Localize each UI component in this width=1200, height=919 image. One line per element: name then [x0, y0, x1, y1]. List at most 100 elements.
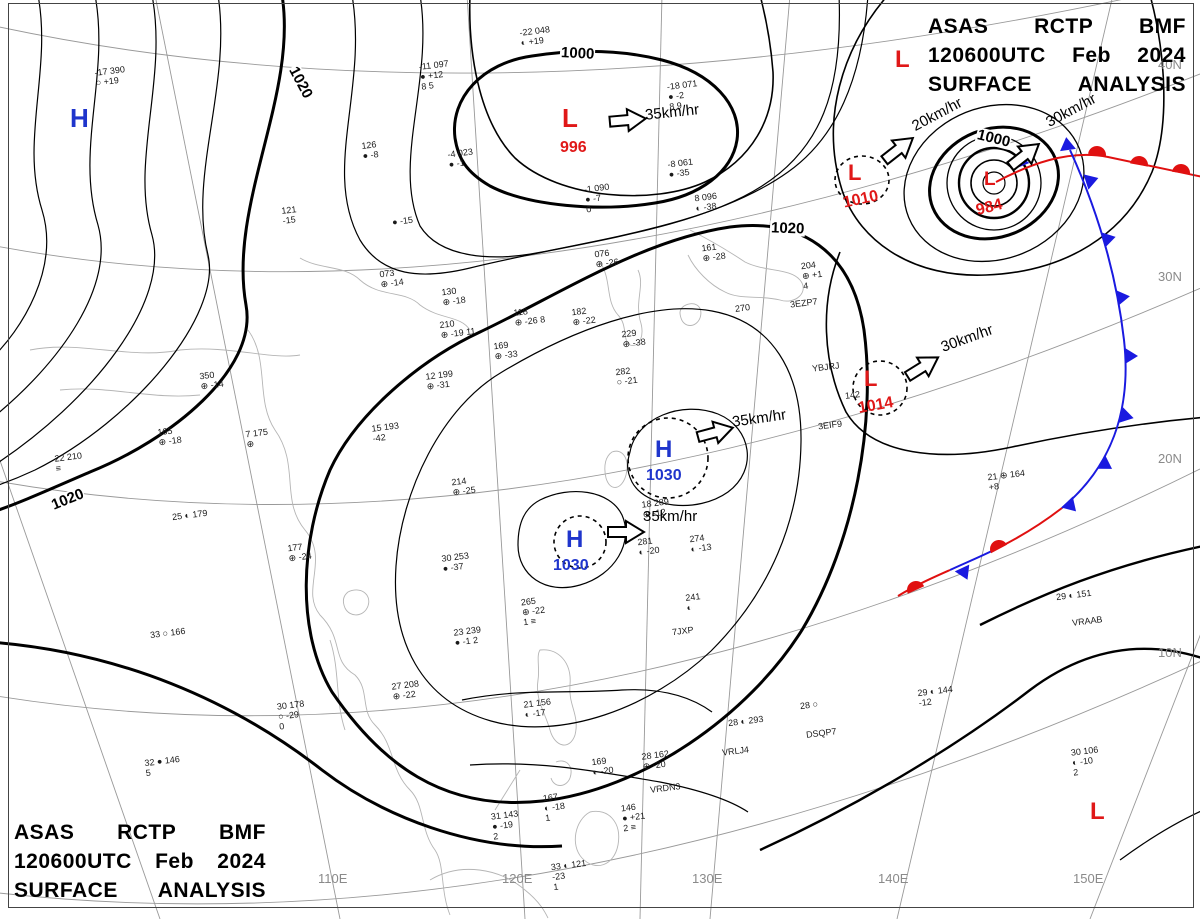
station-plot: 204 ⊕ +1 4	[800, 259, 823, 292]
isobar-lines	[0, 0, 1200, 861]
arrow-icon	[695, 420, 735, 445]
station-plot: 30 178 ○ -29 0	[276, 698, 305, 732]
pressure-center-low: L	[848, 160, 862, 185]
pressure-center-low: L	[562, 103, 578, 133]
station-plot: 33 ◐ 121 -23 1	[550, 857, 587, 893]
pressure-center-low: L	[895, 46, 910, 73]
title-word: 120600UTC	[928, 44, 1046, 67]
title-top-right-line-3: SURFACE ANALYSIS	[928, 70, 1186, 99]
pressure-center-value: 1030	[553, 557, 589, 574]
station-plot: 241 ◐	[684, 591, 701, 613]
arrow-icon	[607, 519, 646, 545]
station-plot: 7 175 ⊕	[244, 426, 269, 450]
title-bottom-left-line-3: SURFACE ANALYSIS	[14, 876, 266, 905]
title-word: BMF	[1139, 15, 1186, 38]
station-plot: 076 ⊕ -26	[593, 247, 620, 270]
pressure-center-low: L	[864, 366, 878, 391]
movement-arrow	[1000, 131, 1053, 183]
station-plot: 30 106 ◐ -10 2	[1070, 744, 1099, 778]
station-plot: 282 ○ -21	[614, 365, 639, 388]
station-plot: 350 ⊕ -14	[198, 369, 225, 392]
station-plot: 130 ⊕ -18	[440, 285, 467, 308]
title-word: 2024	[1137, 44, 1186, 67]
station-plot: 270	[734, 302, 751, 314]
station-plot: 182 ⊕ -22	[570, 305, 597, 328]
pressure-center-high: H	[566, 526, 584, 553]
title-bottom-left-line-1: ASAS RCTP BMF	[14, 818, 266, 847]
arrow-icon	[903, 356, 940, 383]
station-plot: 21 156 ◐ -17	[522, 696, 552, 720]
station-plot: 15 193 -42	[370, 420, 400, 444]
station-plot: -11 097 ● +12 8 5	[418, 58, 450, 92]
title-word: 2024	[217, 850, 266, 873]
longitude-label: 130E	[692, 871, 723, 886]
station-plot: 121 -15	[280, 204, 297, 226]
station-plot: 229 ⊕ -38	[620, 327, 647, 350]
arrow-icon	[880, 136, 915, 166]
title-word: SURFACE	[14, 879, 118, 902]
station-plot: 169 ⊕ -33	[492, 339, 519, 362]
station-plot: 265 ⊕ -22 1 ≡	[520, 595, 546, 628]
movement-arrow	[606, 518, 648, 551]
pressure-center-value: 996	[560, 139, 587, 156]
title-word: ASAS	[928, 15, 989, 38]
cold-front	[897, 149, 1138, 597]
longitude-label: 120E	[502, 871, 533, 886]
pressure-center-high: H	[70, 103, 89, 133]
station-plot: 31 143 ● -19 2	[490, 808, 519, 842]
title-word: ASAS	[14, 821, 75, 844]
latitude-label: 30N	[1158, 269, 1182, 284]
longitude-label: 110E	[318, 871, 348, 886]
title-word: Feb	[155, 850, 194, 873]
title-word: RCTP	[1034, 15, 1094, 38]
movement-arrow	[874, 125, 927, 177]
station-plot: 12 199 ⊕ -31	[424, 368, 454, 392]
station-plot: 23 239 ● -1 2	[452, 624, 482, 648]
map-border	[8, 3, 1194, 908]
latitude-label: 20N	[1158, 451, 1182, 466]
station-plot: -4 023 ● -1	[446, 146, 474, 170]
title-bottom-left: ASAS RCTP BMF 120600UTC Feb 2024 SURFACE ANALYS…	[14, 818, 266, 905]
arrow-icon	[1006, 142, 1041, 172]
movement-arrow	[692, 413, 741, 456]
station-plot: -8 061 ● -35	[666, 156, 694, 180]
title-word: SURFACE	[928, 73, 1032, 96]
station-plot: 073 ⊕ -14	[378, 267, 405, 290]
title-bottom-left-line-2: 120600UTC Feb 2024	[14, 847, 266, 876]
station-plot: 146 ● +21 2 ≡	[620, 801, 646, 834]
station-plot: 28 162 ⊕ -20	[640, 748, 670, 772]
title-word: Feb	[1072, 44, 1111, 67]
title-word: ANALYSIS	[1077, 73, 1186, 96]
station-plot: 29 ◐ 144 -12	[916, 683, 954, 709]
station-plot: 165 ⊕ -18	[156, 425, 183, 448]
station-plot: 30 253 ● -37	[440, 550, 470, 574]
longitude-label: 140E	[878, 871, 909, 886]
station-plot: 27 208 ⊕ -22	[390, 678, 420, 702]
station-plot: 167 ◐ -18 1	[542, 791, 566, 824]
station-plot: 169 ◐ -20	[590, 755, 615, 778]
station-plot: 126 ● -8	[360, 139, 380, 161]
station-plot: 161 ⊕ -28	[700, 241, 727, 264]
station-plot: 32 ● 146 5	[143, 753, 181, 779]
latitude-label: 10N	[1158, 645, 1182, 660]
longitude-label: 150E	[1073, 871, 1104, 886]
movement-speed-label: 35km/hr	[643, 508, 698, 525]
station-plot: 274 ◐ -13	[688, 532, 713, 555]
title-word: ANALYSIS	[157, 879, 266, 902]
isobar-value-label: 1020	[769, 219, 806, 238]
station-plot: 177 ⊕ -24	[286, 541, 313, 564]
pressure-center-high: H	[655, 436, 673, 463]
title-top-right-line-1: ASAS RCTP BMF	[928, 12, 1186, 41]
station-plot: 214 ⊕ -25	[450, 475, 477, 498]
title-word: BMF	[219, 821, 266, 844]
station-plot: 118 ⊕ -26 8	[512, 306, 546, 328]
station-plot: 210 ⊕ -19 11	[438, 318, 476, 341]
latitude-label: 40N	[1158, 57, 1182, 72]
movement-arrow	[607, 104, 652, 141]
title-word: RCTP	[117, 821, 177, 844]
pressure-center-value: 1030	[646, 467, 682, 484]
title-top-right: ASAS RCTP BMF 120600UTC Feb 2024 SURFACE ANALYS…	[928, 12, 1186, 99]
arrow-icon	[608, 107, 648, 133]
